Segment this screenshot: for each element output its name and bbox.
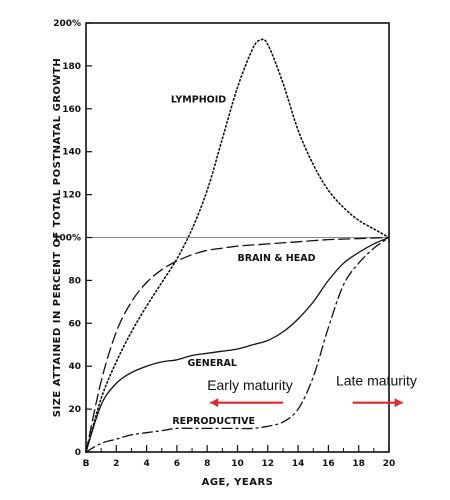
- series-label-reproductive: REPRODUCTIVE: [172, 416, 255, 427]
- x-tick-label: 18: [352, 459, 365, 469]
- y-tick-label: 120: [62, 191, 81, 201]
- x-tick-label: 20: [383, 459, 396, 469]
- x-tick-label: 14: [292, 459, 305, 469]
- arrow-late-maturity-head: [394, 398, 403, 408]
- series-line-general: [85, 236, 390, 453]
- y-tick-label: 80: [68, 276, 81, 286]
- annotation-arrows: [210, 398, 403, 408]
- x-tick-label: B: [83, 459, 90, 469]
- x-tick-label: 12: [262, 459, 275, 469]
- arrow-early-maturity-head: [210, 398, 219, 408]
- x-tick-label: 8: [204, 459, 210, 469]
- y-tick-label: 140: [62, 148, 81, 158]
- series-line-reproductive: [85, 236, 390, 453]
- y-tick-label: 20: [68, 405, 81, 415]
- y-tick-label: 60: [68, 319, 81, 329]
- x-tick-label: 4: [143, 459, 149, 469]
- series-label-brain-head: BRAIN & HEAD: [238, 253, 316, 264]
- annotation-late-maturity: Late maturity: [336, 373, 417, 389]
- series-line-lymphoid: [85, 38, 390, 453]
- y-tick-label: 200%: [53, 19, 81, 29]
- y-tick-label: 100%: [53, 234, 81, 244]
- x-tick-label: 6: [174, 459, 180, 469]
- y-tick-label: 180: [62, 62, 81, 72]
- y-tick-label: 160: [62, 105, 81, 115]
- x-tick-label: 16: [322, 459, 335, 469]
- x-tick-label: 2: [113, 459, 119, 469]
- y-tick-label: 0: [75, 448, 81, 458]
- y-tick-label: 40: [68, 362, 81, 372]
- y-axis-label: SIZE ATTAINED IN PERCENT OF TOTAL POSTNA…: [52, 58, 63, 418]
- x-axis-label: AGE, YEARS: [202, 477, 274, 488]
- series-line-brain-head: [85, 236, 390, 453]
- series-layer: [85, 38, 390, 453]
- ticks-layer: B 2 4 6 8 10 12 14 16 18 20 0 20 40 60 80 100% 120 140 160 1…: [53, 19, 395, 469]
- series-label-lymphoid: LYMPHOID: [171, 94, 226, 105]
- x-tick-label: 10: [231, 459, 244, 469]
- series-label-general: GENERAL: [188, 358, 237, 369]
- annotation-early-maturity: Early maturity: [207, 377, 293, 393]
